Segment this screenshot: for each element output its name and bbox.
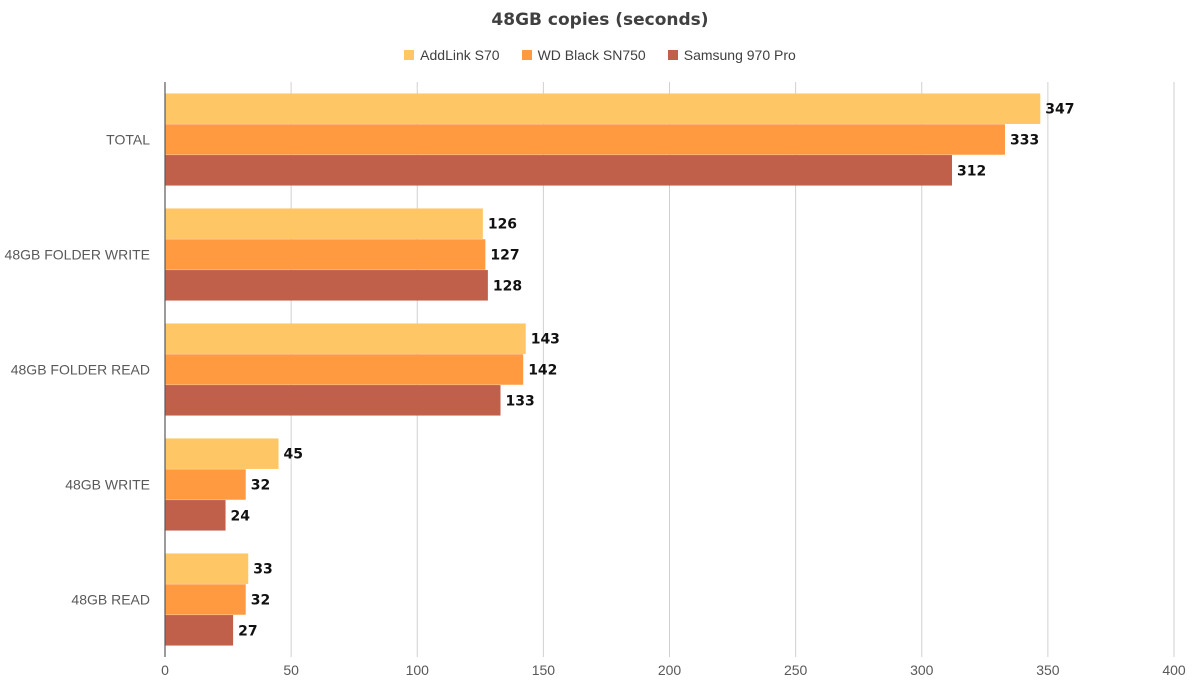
bar <box>165 500 226 531</box>
legend-item-wd-black: WD Black SN750 <box>521 47 646 63</box>
legend-label-wd-black: WD Black SN750 <box>537 47 646 63</box>
bar <box>165 584 246 615</box>
bar <box>165 553 249 584</box>
legend-swatch-samsung <box>667 50 678 60</box>
legend-label-samsung: Samsung 970 Pro <box>683 47 796 63</box>
data-label: 133 <box>505 393 534 409</box>
chart-title: 48GB copies (seconds) <box>491 10 709 30</box>
data-label: 143 <box>531 332 560 348</box>
x-tick-label: 400 <box>1162 662 1186 678</box>
bar <box>165 385 501 416</box>
data-label: 33 <box>253 562 272 578</box>
data-label: 128 <box>493 278 522 294</box>
data-label: 45 <box>284 447 303 463</box>
bar <box>165 438 279 469</box>
legend-swatch-wd-black <box>521 50 532 60</box>
x-tick-label: 300 <box>910 662 934 678</box>
category-label: 48GB FOLDER WRITE <box>5 247 150 263</box>
legend-label-addlink: AddLink S70 <box>420 47 500 63</box>
data-label: 126 <box>488 217 517 233</box>
category-label: 48GB READ <box>71 592 150 608</box>
data-label: 347 <box>1045 102 1074 118</box>
x-tick-label: 150 <box>532 662 556 678</box>
category-label: 48GB FOLDER READ <box>11 362 150 378</box>
legend-item-samsung: Samsung 970 Pro <box>667 47 796 63</box>
legend-swatch-addlink <box>404 50 415 60</box>
legend: AddLink S70 WD Black SN750 Samsung 970 P… <box>0 47 1200 63</box>
bar <box>165 615 234 646</box>
bar <box>165 354 524 385</box>
bar <box>165 93 1041 124</box>
data-label: 27 <box>238 623 257 639</box>
bar <box>165 239 486 270</box>
category-label: TOTAL <box>106 132 150 148</box>
bar <box>165 124 1005 155</box>
bar <box>165 155 953 186</box>
x-tick-label: 200 <box>658 662 682 678</box>
bar <box>165 469 246 500</box>
data-label: 24 <box>231 508 251 524</box>
data-label: 142 <box>528 363 557 379</box>
bar <box>165 270 488 301</box>
data-label: 127 <box>490 248 519 264</box>
data-label: 32 <box>251 593 270 609</box>
x-tick-label: 50 <box>283 662 299 678</box>
data-label: 32 <box>251 478 270 494</box>
data-label: 333 <box>1010 133 1039 149</box>
data-label: 312 <box>957 163 986 179</box>
legend-item-addlink: AddLink S70 <box>404 47 500 63</box>
x-tick-label: 0 <box>161 662 169 678</box>
bar <box>165 323 526 354</box>
x-tick-label: 100 <box>406 662 430 678</box>
category-label: 48GB WRITE <box>65 477 150 493</box>
x-tick-label: 350 <box>1036 662 1060 678</box>
x-tick-label: 250 <box>784 662 808 678</box>
bar <box>165 208 483 239</box>
